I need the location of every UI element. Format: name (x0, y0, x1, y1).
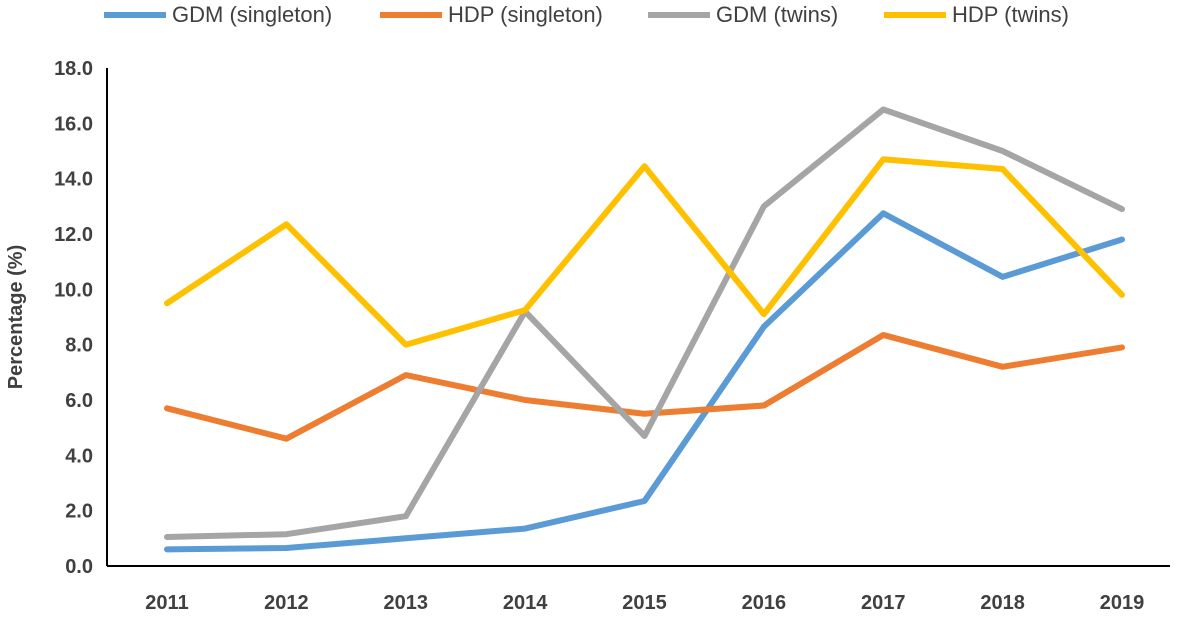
y-tick-label: 0.0 (65, 556, 93, 578)
series-line-gdm-twins (164, 106, 1125, 540)
y-tick-label: 8.0 (65, 335, 93, 357)
legend-label-hdp-singleton: HDP (singleton) (448, 2, 603, 27)
legend-swatch-gdm-singleton (104, 12, 166, 18)
series-line-gdm-singleton (164, 210, 1125, 553)
x-tick-label: 2018 (980, 592, 1025, 614)
x-tick-label: 2016 (742, 592, 787, 614)
legend-item-gdm-twins: GDM (twins) (648, 2, 838, 28)
legend-item-hdp-twins: HDP (twins) (884, 2, 1069, 28)
legend-swatch-hdp-twins (884, 12, 946, 18)
x-tick-labels: 2011 2012 2013 2014 2015 2016 2017 2018 2019 (145, 592, 1144, 614)
x-tick-label: 2014 (503, 592, 548, 614)
x-tick-label: 2011 (145, 592, 188, 614)
legend-label-hdp-twins: HDP (twins) (952, 2, 1069, 27)
axes-layer (106, 68, 1170, 567)
x-tick-label: 2017 (861, 592, 906, 614)
y-tick-label: 14.0 (54, 169, 93, 191)
legend-item-hdp-singleton: HDP (singleton) (380, 2, 603, 28)
legend-swatch-hdp-singleton (380, 12, 442, 18)
x-tick-label: 2013 (384, 592, 429, 614)
y-tick-label: 12.0 (54, 224, 93, 246)
series-layer (164, 106, 1125, 553)
legend-item-gdm-singleton: GDM (singleton) (104, 2, 332, 28)
x-tick-label: 2015 (622, 592, 667, 614)
y-tick-label: 10.0 (54, 279, 93, 301)
y-tick-label: 2.0 (65, 501, 93, 523)
x-tick-label: 2019 (1100, 592, 1145, 614)
series-line-hdp-twins (164, 156, 1125, 348)
y-tick-label: 6.0 (65, 390, 93, 412)
y-tick-labels: 0.0 2.0 4.0 6.0 8.0 10.0 12.0 14.0 16.0 18.0 (54, 58, 93, 578)
legend-label-gdm-singleton: GDM (singleton) (172, 2, 333, 27)
legend-label-gdm-twins: GDM (twins) (716, 2, 839, 27)
legend-swatch-gdm-twins (648, 12, 710, 18)
series-line-hdp-singleton (164, 332, 1125, 442)
y-tick-label: 16.0 (54, 113, 93, 135)
chart-legend: GDM (singleton) HDP (singleton) GDM (twi… (0, 0, 1181, 34)
x-tick-label: 2012 (264, 592, 309, 614)
y-axis-label: Percentage (%) (5, 245, 27, 390)
y-tick-label: 4.0 (65, 445, 93, 467)
y-tick-label: 18.0 (54, 58, 93, 80)
